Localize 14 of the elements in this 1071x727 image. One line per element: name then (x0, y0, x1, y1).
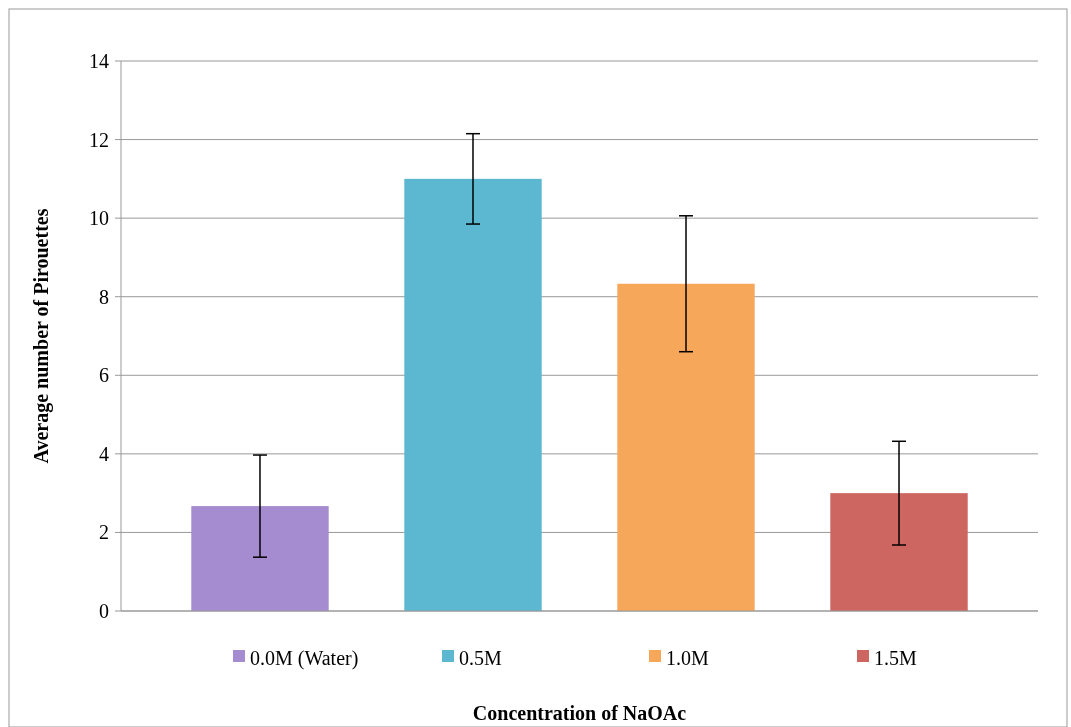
y-tick-label: 6 (99, 364, 109, 387)
y-axis-title: Average number of Pirouettes (30, 208, 53, 464)
y-tick-label: 2 (99, 521, 109, 544)
y-tick-label: 12 (89, 128, 109, 151)
legend-label: 1.5M (874, 647, 917, 669)
y-tick-label: 8 (99, 285, 109, 308)
legend-label: 1.0M (666, 647, 709, 669)
y-tick-label: 14 (89, 50, 109, 72)
y-tick-label: 4 (99, 442, 109, 465)
legend-label: 0.5M (459, 647, 502, 669)
x-axis-title: Concentration of NaOAc (472, 702, 687, 724)
y-tick-label: 0 (99, 600, 109, 622)
y-tick-label: 10 (89, 207, 109, 230)
legend-label: 0.0M (Water) (250, 647, 359, 670)
